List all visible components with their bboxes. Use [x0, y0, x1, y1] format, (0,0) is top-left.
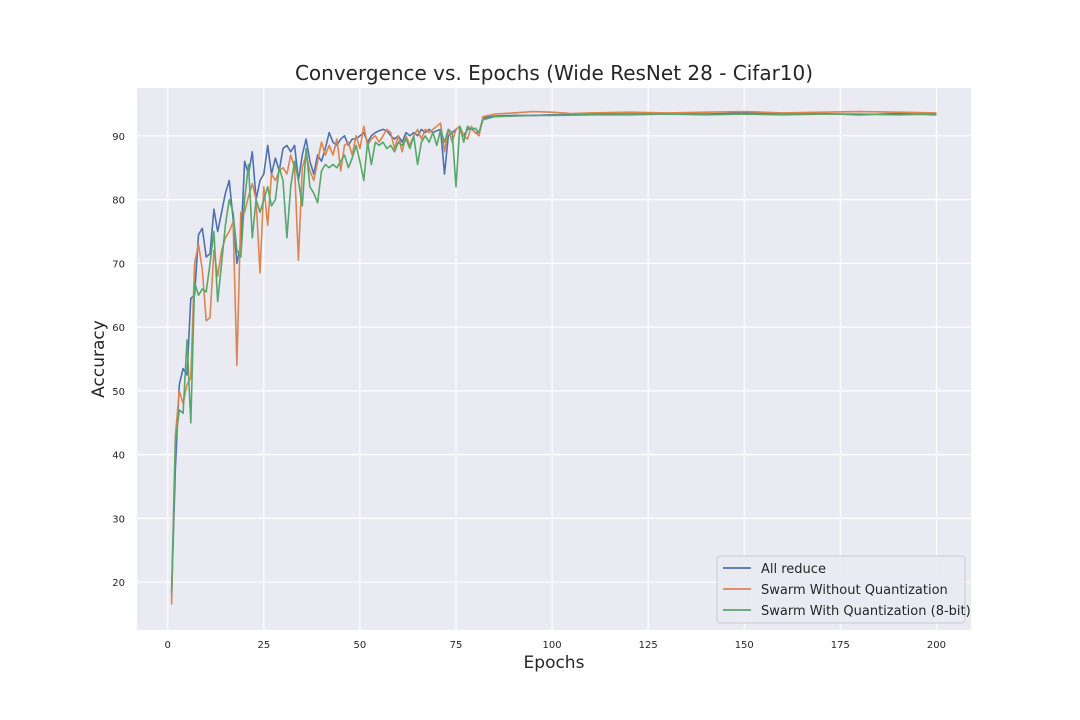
x-tick-label: 175 — [831, 640, 850, 651]
x-tick-label: 150 — [735, 640, 754, 651]
tick-labels: 0 25 50 75 100 125 150 175 200 20 30 40 50 60 70 80 90 — [112, 132, 946, 651]
grid-lines — [137, 88, 971, 630]
y-tick-label: 40 — [112, 451, 125, 462]
x-tick-label: 75 — [450, 640, 463, 651]
series-line-1 — [170, 110, 937, 605]
x-tick-label: 100 — [543, 640, 562, 651]
x-axis-label: Epochs — [524, 653, 585, 673]
plot-area — [137, 88, 971, 630]
legend-box — [716, 555, 966, 624]
y-tick-label: 80 — [112, 196, 125, 207]
series-line-2 — [170, 113, 937, 592]
y-tick-label: 50 — [112, 387, 125, 398]
legend-label: Swarm With Quantization (8-bit) — [761, 604, 971, 619]
y-tick-label: 90 — [112, 132, 125, 143]
y-tick-label: 30 — [112, 514, 125, 525]
x-tick-label: 50 — [354, 640, 367, 651]
legend-label: All reduce — [761, 562, 826, 577]
series-lines — [170, 110, 937, 605]
legend-label: Swarm Without Quantization — [761, 583, 948, 598]
chart-title: Convergence vs. Epochs (Wide ResNet 28 -… — [295, 61, 813, 85]
y-tick-label: 70 — [112, 259, 125, 270]
x-tick-label: 125 — [639, 640, 658, 651]
x-tick-label: 200 — [927, 640, 946, 651]
x-tick-label: 25 — [257, 640, 270, 651]
y-tick-label: 60 — [112, 323, 125, 334]
x-tick-label: 0 — [165, 640, 171, 651]
y-tick-label: 20 — [112, 578, 125, 589]
y-axis-label: Accuracy — [89, 320, 109, 398]
legend: All reduce Swarm Without Quantization Swar… — [716, 555, 971, 624]
